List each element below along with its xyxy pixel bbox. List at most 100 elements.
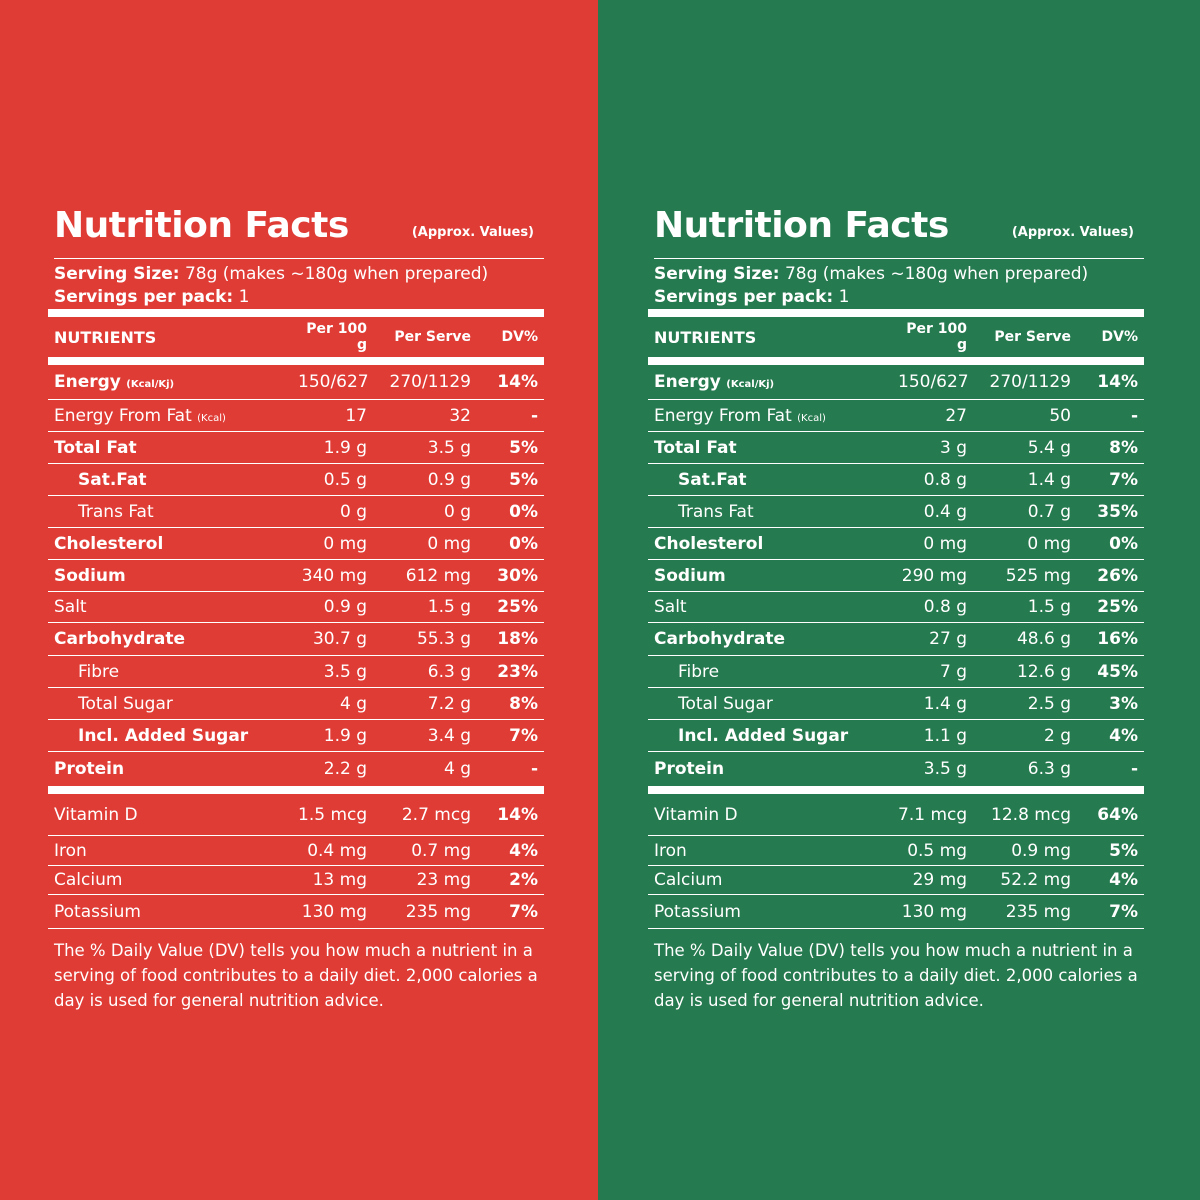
nutrient-label: Potassium <box>654 901 741 922</box>
table-row: Total Fat 1.9 g 3.5 g 5% <box>48 432 544 464</box>
per-serve-value: 5.4 g <box>1027 437 1071 458</box>
per-100g-value: 30.7 g <box>312 629 367 649</box>
nutrient-name: Carbohydrate <box>648 629 898 649</box>
dv-value: 14% <box>497 372 538 392</box>
serving-size-label: Serving Size: <box>54 264 180 284</box>
per-100g-value: 0.5 g <box>323 469 367 490</box>
dv-value: 16% <box>1097 629 1138 649</box>
dv-value: 26% <box>1097 565 1138 586</box>
per-serve-value: 32 <box>449 405 471 426</box>
table-row: Salt 0.8 g 1.5 g 25% <box>648 592 1144 623</box>
table-row: Iron 0.5 mg 0.9 mg 5% <box>648 836 1144 866</box>
table-row: Energy (Kcal/Kj) 150/627 270/1129 14% <box>48 365 544 400</box>
per-serve-value: 235 mg <box>1005 901 1071 922</box>
mineral-name: Vitamin D <box>648 805 898 825</box>
nutrient-label: Protein <box>654 759 725 779</box>
thick-divider <box>648 357 1144 365</box>
table-row: Incl. Added Sugar 1.9 g 3.4 g 7% <box>48 720 544 752</box>
approx-values-note: (Approx. Values) <box>1011 225 1134 240</box>
per-100g-value: 17 <box>345 405 367 426</box>
per-serve-value: 612 mg <box>405 565 471 586</box>
table-row: Vitamin D 1.5 mcg 2.7 mcg 14% <box>48 794 544 836</box>
mineral-rows: Vitamin D 1.5 mcg 2.7 mcg 14% Iron 0.4 mg 0.7 … <box>48 794 544 929</box>
dv-value: 7% <box>509 725 538 746</box>
per-serve-value: 6.3 g <box>427 661 471 682</box>
nutrient-label: Fibre <box>678 661 720 682</box>
nutrient-name: Incl. Added Sugar <box>48 726 298 746</box>
thick-divider <box>48 357 544 365</box>
per-serve-value: 1.4 g <box>1027 469 1071 490</box>
nutrient-name: Carbohydrate <box>48 629 298 649</box>
nutrition-panel-red: Nutrition Facts (Approx. Values) Serving… <box>0 0 598 1200</box>
dv-value: - <box>1130 759 1138 779</box>
nutrient-label: Incl. Added Sugar <box>678 725 849 746</box>
per-100g-value: 7.1 mcg <box>898 804 968 825</box>
nutrient-label: Cholesterol <box>654 533 764 554</box>
nutrient-name: Sat.Fat <box>648 470 898 490</box>
per-serve-value: 0.7 mg <box>411 840 471 861</box>
dv-value: 4% <box>509 840 538 861</box>
table-row: Sat.Fat 0.5 g 0.9 g 5% <box>48 464 544 496</box>
table-row: Protein 2.2 g 4 g - <box>48 752 544 786</box>
mineral-name: Iron <box>648 841 898 861</box>
per-100g-value: 0.4 mg <box>307 840 367 861</box>
table-row: Salt 0.9 g 1.5 g 25% <box>48 592 544 623</box>
per-100g-value: 29 mg <box>912 870 967 890</box>
per-serve-value: 2.5 g <box>1027 693 1071 714</box>
nutrient-label: Total Fat <box>54 437 137 458</box>
dv-value: 8% <box>509 693 538 714</box>
thick-divider <box>48 309 544 317</box>
nutrient-label: Trans Fat <box>78 501 154 522</box>
nutrient-label: Total Sugar <box>678 693 773 714</box>
nutrient-label: Iron <box>54 840 87 861</box>
mineral-name: Calcium <box>48 870 298 890</box>
divider <box>654 258 1144 259</box>
dv-value: 0% <box>509 533 538 554</box>
dv-value: 7% <box>1109 901 1138 922</box>
mineral-rows: Vitamin D 7.1 mcg 12.8 mcg 64% Iron 0.5 mg 0.9… <box>648 794 1144 929</box>
per-100g-value: 0.4 g <box>923 501 967 522</box>
dv-value: 5% <box>509 469 538 490</box>
nutrition-panel-green: Nutrition Facts (Approx. Values) Serving… <box>598 0 1200 1200</box>
nutrient-name: Fibre <box>648 662 898 682</box>
nutrient-label: Sodium <box>654 565 726 586</box>
per-serve-value: 2 g <box>1043 725 1071 746</box>
nutrient-label: Energy <box>54 372 121 392</box>
per-100g-value: 150/627 <box>898 372 969 392</box>
dv-footnote: The % Daily Value (DV) tells you how muc… <box>54 941 538 1010</box>
dv-footnote: The % Daily Value (DV) tells you how muc… <box>654 941 1138 1010</box>
servings-label: Servings per pack: <box>54 287 234 307</box>
table-row: Vitamin D 7.1 mcg 12.8 mcg 64% <box>648 794 1144 836</box>
nutrient-name: Total Sugar <box>48 694 298 714</box>
table-row: Carbohydrate 30.7 g 55.3 g 18% <box>48 623 544 656</box>
nutrient-label: Sat.Fat <box>678 469 747 490</box>
nutrient-label: Calcium <box>654 870 723 890</box>
nutrient-name: Salt <box>48 597 298 617</box>
table-row: Sat.Fat 0.8 g 1.4 g 7% <box>648 464 1144 496</box>
per-serve-value: 1.5 g <box>1027 597 1071 617</box>
header-dv: DV% <box>1101 329 1138 345</box>
per-100g-value: 1.9 g <box>323 437 367 458</box>
nutrient-unit: (Kcal/Kj) <box>726 379 775 390</box>
mineral-name: Calcium <box>648 870 898 890</box>
per-100g-value: 290 mg <box>901 565 967 586</box>
nutrient-rows: Energy (Kcal/Kj) 150/627 270/1129 14% Energy… <box>48 365 544 786</box>
per-serve-value: 3.4 g <box>427 725 471 746</box>
mineral-name: Potassium <box>648 902 898 922</box>
nutrient-name: Total Fat <box>48 438 298 458</box>
per-serve-value: 48.6 g <box>1016 629 1071 649</box>
nutrient-label: Vitamin D <box>54 804 138 825</box>
nutrient-label: Iron <box>654 840 687 861</box>
thick-divider <box>648 309 1144 317</box>
serving-size-line: Serving Size: 78g (makes ~180g when prep… <box>54 263 544 286</box>
dv-value: 4% <box>1109 725 1138 746</box>
per-100g-value: 13 mg <box>312 870 367 890</box>
table-row: Total Sugar 4 g 7.2 g 8% <box>48 688 544 720</box>
per-100g-value: 27 g <box>929 629 967 649</box>
divider <box>54 258 544 259</box>
per-serve-value: 270/1129 <box>389 372 471 392</box>
per-100g-value: 2.2 g <box>323 759 367 779</box>
dv-value: 5% <box>1109 840 1138 861</box>
table-row: Calcium 29 mg 52.2 mg 4% <box>648 866 1144 895</box>
nutrient-unit: (Kcal/Kj) <box>126 379 175 390</box>
